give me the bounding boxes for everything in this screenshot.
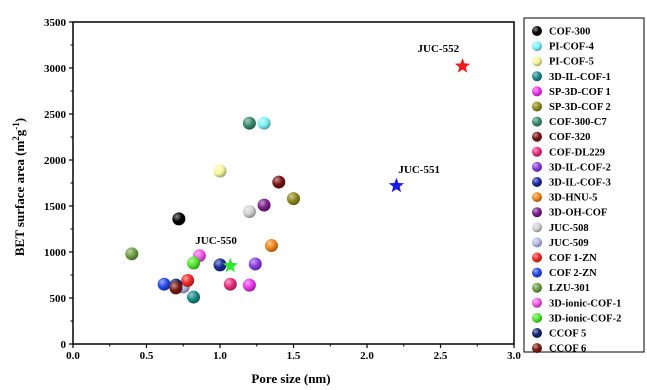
y-tick-label: 1500 — [44, 201, 67, 213]
data-point — [213, 258, 227, 272]
legend-marker — [532, 207, 542, 218]
data-point — [287, 192, 300, 206]
x-axis: 0.0 0.5 1.0 1.5 2.0 2.5 3.0 — [66, 344, 521, 362]
x-tick-label: 0.0 — [66, 350, 80, 362]
legend-marker — [532, 26, 542, 36]
legend-label: COF-320 — [549, 132, 590, 143]
data-point — [172, 212, 186, 226]
legend-label: 3D-IL-COF-1 — [549, 72, 611, 83]
legend-label: JUC-508 — [549, 223, 589, 234]
x-tick-label: 1.5 — [287, 350, 301, 362]
data-point — [264, 239, 278, 253]
data-point — [242, 205, 256, 219]
data-point — [125, 247, 139, 261]
legend-marker — [532, 328, 542, 338]
data-point — [257, 116, 271, 130]
legend-marker — [532, 56, 542, 67]
legend-marker — [532, 192, 542, 203]
legend-label: SP-3D-COF 1 — [549, 87, 611, 98]
x-tick-label: 3.0 — [507, 350, 521, 362]
legend-marker — [532, 267, 542, 278]
x-tick-label: 2.5 — [434, 350, 448, 362]
legend-marker — [532, 86, 542, 97]
legend-label: 3D-ionic-COF-2 — [549, 313, 621, 324]
star-points: JUC-552 JUC-551 JUC-550 — [195, 43, 471, 273]
y-tick-label: 3500 — [44, 17, 67, 29]
legend-label: COF-300 — [549, 27, 590, 38]
x-axis-label: Pore size (nm) — [251, 371, 330, 386]
plot-frame — [72, 21, 515, 345]
data-point — [157, 277, 171, 291]
data-point — [272, 175, 286, 189]
y-tick-label: 500 — [50, 293, 67, 305]
legend-label: LZU-301 — [549, 283, 590, 294]
data-point — [213, 164, 227, 178]
star-marker — [454, 58, 471, 73]
legend-marker — [532, 101, 542, 112]
y-tick-label: 2000 — [44, 155, 67, 167]
star-marker — [388, 177, 405, 193]
legend-marker — [532, 297, 542, 308]
y-tick-label: 0 — [61, 339, 67, 351]
legend-label: COF-DL229 — [549, 147, 605, 158]
legend-marker — [532, 161, 542, 172]
legend-label: SP-3D-COF 2 — [549, 102, 611, 113]
x-tick-label: 0.5 — [140, 350, 154, 362]
y-tick-label: 2500 — [44, 109, 67, 121]
legend-label: 3D-HNU-5 — [549, 193, 597, 204]
legend-marker — [532, 41, 542, 52]
legend-marker — [532, 312, 542, 323]
legend-label: COF 2-ZN — [549, 268, 597, 279]
legend-marker — [532, 131, 542, 142]
data-point — [187, 290, 201, 304]
legend-marker — [532, 71, 542, 82]
legend-label: 3D-ionic-COF-1 — [549, 298, 621, 309]
legend-label: PI-COF-5 — [549, 57, 594, 68]
legend-marker — [532, 222, 542, 233]
legend-label: PI-COF-4 — [549, 42, 595, 53]
star-marker — [222, 257, 238, 273]
star-label: JUC-550 — [195, 235, 237, 247]
legend: COF-300 PI-COF-4 PI-COF-5 3D-IL-COF-1 SP-3D-… — [523, 17, 645, 355]
legend-label: 3D-IL-COF-2 — [549, 162, 611, 173]
legend-marker — [532, 146, 542, 157]
y-tick-label: 3000 — [44, 63, 67, 75]
data-point — [169, 281, 183, 295]
legend-label: JUC-509 — [549, 238, 589, 249]
legend-marker — [532, 237, 542, 248]
x-tick-label: 1.0 — [213, 350, 227, 362]
y-axis-label: BET surface area (m2g-1) — [11, 118, 27, 256]
x-tick-label: 2.0 — [360, 350, 374, 362]
legend-marker — [532, 177, 542, 187]
legend-marker — [532, 282, 542, 293]
legend-label: COF-300-C7 — [549, 117, 607, 128]
legend-frame — [523, 17, 645, 353]
star-label: JUC-551 — [398, 164, 440, 176]
legend-label: 3D-OH-COF — [549, 208, 607, 219]
legend-label: CCOF 5 — [549, 329, 586, 340]
data-point — [257, 198, 271, 212]
data-point — [242, 116, 256, 130]
legend-label: 3D-IL-COF-3 — [549, 178, 611, 189]
legend-marker — [532, 343, 542, 354]
data-point — [223, 277, 237, 291]
legend-marker — [532, 252, 542, 263]
data-point — [242, 278, 256, 292]
data-points — [125, 116, 300, 304]
data-point — [248, 257, 262, 271]
legend-label: COF 1-ZN — [549, 253, 597, 264]
star-label: JUC-552 — [418, 43, 460, 55]
legend-marker — [532, 116, 542, 127]
plot-area — [72, 21, 515, 345]
y-tick-label: 1000 — [44, 247, 67, 259]
legend-label: CCOF 6 — [549, 344, 586, 355]
y-axis: 0 500 1000 1500 2000 2500 3000 3500 — [44, 17, 73, 351]
data-point — [181, 274, 195, 288]
data-point — [187, 256, 201, 270]
